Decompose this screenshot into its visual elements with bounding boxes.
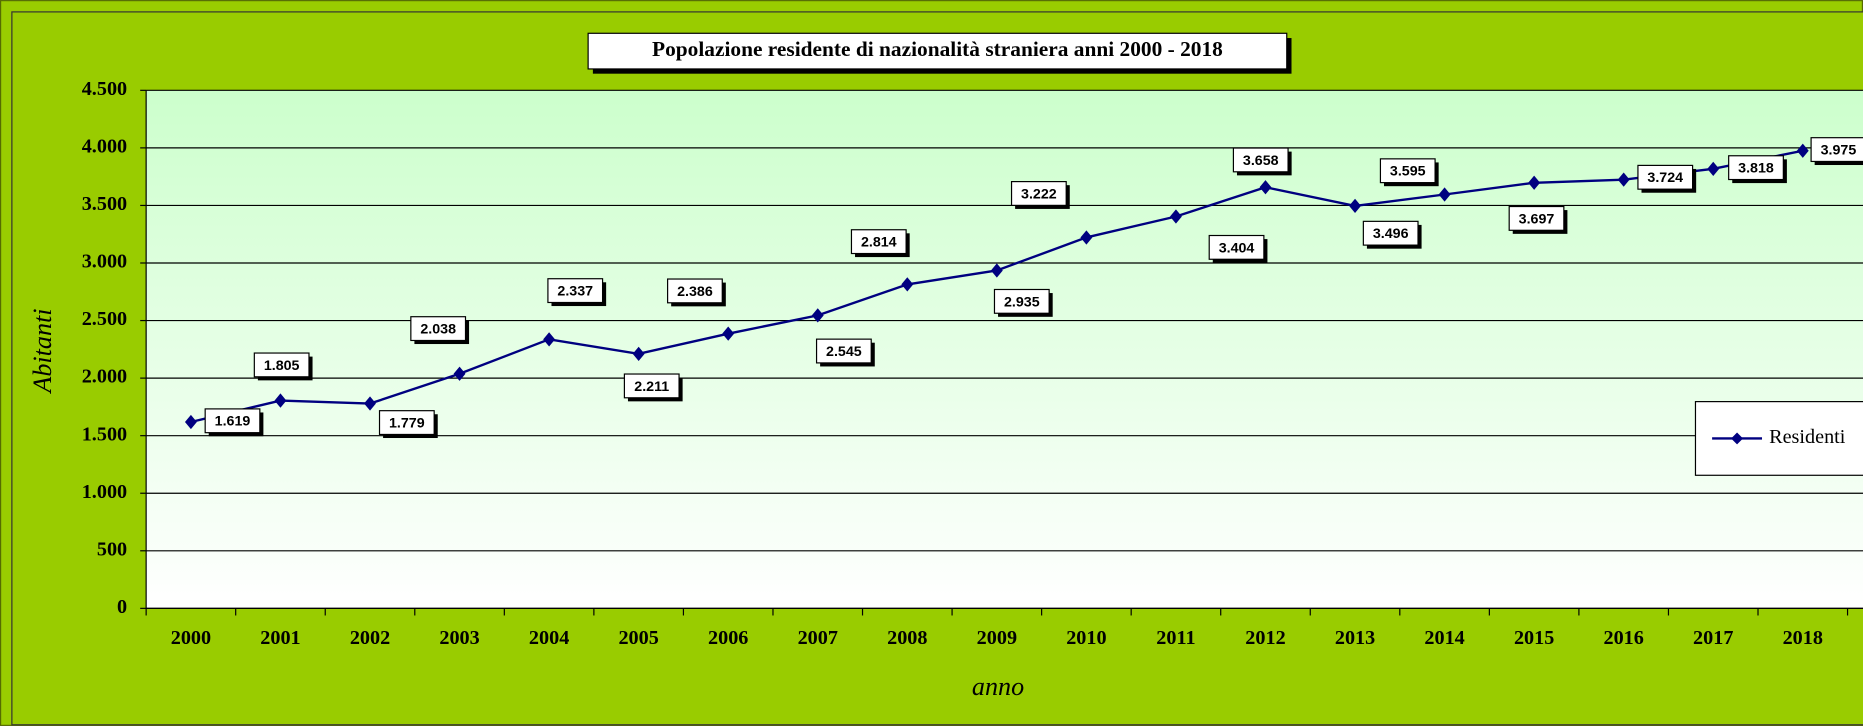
marker xyxy=(1349,198,1361,214)
value-label: 3.658 xyxy=(1243,153,1279,169)
marker xyxy=(364,396,376,411)
value-label: 3.818 xyxy=(1738,161,1774,177)
value-label-box xyxy=(850,229,907,255)
x-tick-label: 2005 xyxy=(618,627,658,649)
value-label: 2.935 xyxy=(1004,294,1040,310)
value-label-box xyxy=(378,410,435,436)
x-tick-label: 2011 xyxy=(1156,627,1195,649)
marker xyxy=(901,277,914,292)
value-label-box xyxy=(547,278,604,304)
value-label-box xyxy=(993,288,1050,314)
x-tick-label: 2003 xyxy=(439,627,479,649)
y-tick-label: 1.500 xyxy=(82,423,127,445)
marker xyxy=(990,263,1003,278)
marker xyxy=(1438,187,1451,202)
x-tick-label: 2015 xyxy=(1514,627,1554,649)
value-label: 3.697 xyxy=(1519,211,1555,227)
value-label-box xyxy=(204,408,261,434)
x-axis-label: anno xyxy=(972,672,1024,701)
value-label-box xyxy=(667,278,723,304)
value-label-box xyxy=(1728,155,1784,181)
x-tick-label: 2014 xyxy=(1424,627,1464,649)
value-label: 3.222 xyxy=(1021,186,1057,202)
value-label-box xyxy=(623,373,680,399)
y-tick-label: 500 xyxy=(97,538,127,560)
x-tick-label: 2001 xyxy=(260,627,300,649)
y-tick-label: 3.500 xyxy=(82,193,127,215)
value-label: 2.386 xyxy=(677,284,713,300)
marker xyxy=(1796,143,1809,158)
value-label: 2.038 xyxy=(420,322,456,338)
x-tick-label: 2002 xyxy=(350,627,390,649)
value-label: 2.545 xyxy=(826,344,862,360)
value-label-box xyxy=(1232,147,1289,173)
y-tick-label: 2.000 xyxy=(82,366,127,388)
value-label-box xyxy=(1810,137,1863,163)
marker xyxy=(722,326,735,341)
value-label-box xyxy=(1208,234,1265,260)
value-label-box xyxy=(253,352,310,378)
value-label-box xyxy=(1379,158,1436,184)
x-tick-label: 2009 xyxy=(977,627,1017,649)
x-tick-label: 2007 xyxy=(798,627,838,649)
title-box xyxy=(587,32,1288,70)
value-label-box xyxy=(410,316,467,342)
value-label: 1.619 xyxy=(215,414,251,430)
value-label: 2.337 xyxy=(557,284,593,300)
chart-title: Popolazione residente di nazionalità str… xyxy=(652,37,1223,61)
x-tick-label: 2012 xyxy=(1245,627,1285,649)
y-tick-label: 4.500 xyxy=(82,78,127,100)
value-label: 2.814 xyxy=(861,235,897,251)
value-label-box xyxy=(1362,220,1419,246)
x-tick-label: 2006 xyxy=(708,627,748,649)
x-tick-label: 2013 xyxy=(1335,627,1375,649)
marker xyxy=(632,346,645,361)
value-label: 3.595 xyxy=(1390,164,1426,180)
legend-label: Residenti xyxy=(1769,426,1846,448)
x-tick-label: 2008 xyxy=(887,627,927,649)
marker xyxy=(274,393,287,408)
marker xyxy=(811,308,824,323)
y-tick-label: 2.500 xyxy=(82,308,127,330)
value-label: 3.724 xyxy=(1647,170,1683,186)
y-tick-label: 4.000 xyxy=(82,136,127,158)
value-label: 1.805 xyxy=(264,358,300,374)
x-tick-label: 2017 xyxy=(1693,627,1733,649)
marker xyxy=(1528,175,1541,190)
plot-area xyxy=(146,90,1863,609)
y-tick-label: 0 xyxy=(117,596,127,618)
x-tick-label: 2010 xyxy=(1066,627,1106,649)
x-tick-label: 2000 xyxy=(171,627,211,649)
value-label: 3.496 xyxy=(1373,226,1409,242)
marker xyxy=(1080,230,1093,245)
x-tick-label: 2016 xyxy=(1603,627,1643,649)
marker xyxy=(453,366,466,381)
marker xyxy=(543,332,556,347)
value-label: 2.211 xyxy=(634,379,669,395)
value-label-box xyxy=(815,338,872,364)
value-label-box xyxy=(1637,164,1694,190)
marker xyxy=(1707,161,1720,176)
y-tick-label: 3.000 xyxy=(82,251,127,273)
y-tick-label: 1.000 xyxy=(82,481,127,503)
value-label-box xyxy=(1010,181,1067,206)
x-tick-label: 2018 xyxy=(1783,627,1823,649)
x-tick-label: 2004 xyxy=(529,627,569,649)
value-label: 3.975 xyxy=(1821,143,1857,159)
y-axis-label: Abitanti xyxy=(28,308,57,394)
value-label: 1.779 xyxy=(389,416,425,432)
value-label-box xyxy=(1508,205,1565,231)
value-label: 3.404 xyxy=(1219,240,1255,256)
